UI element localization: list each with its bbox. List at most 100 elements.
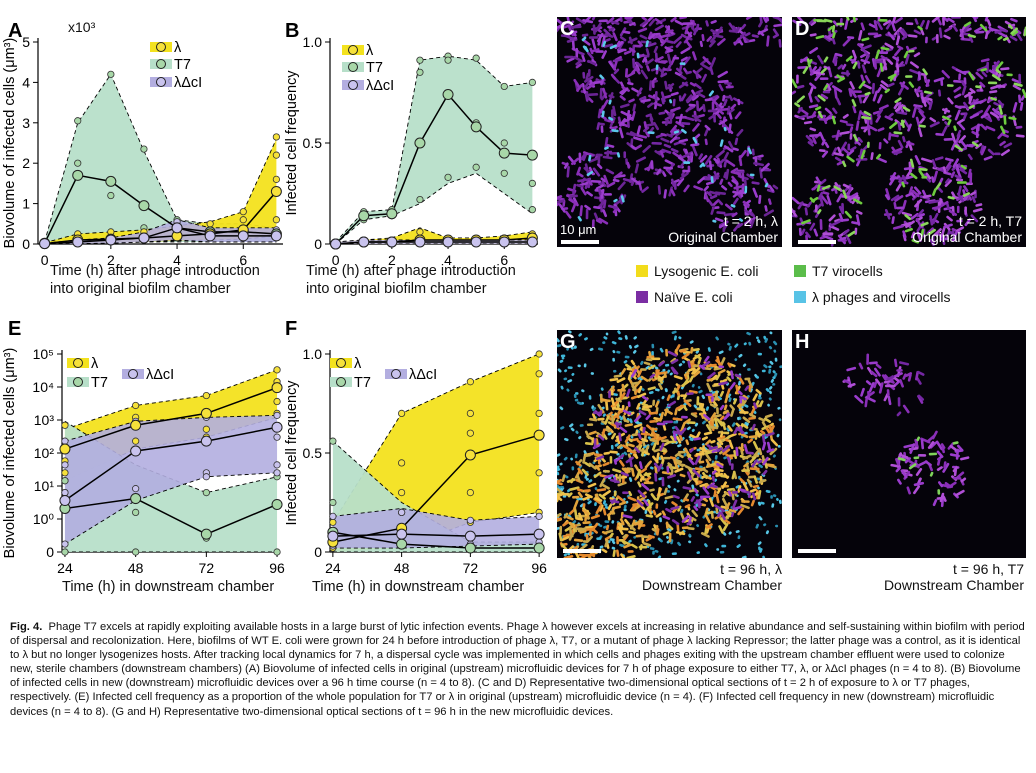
cell-rod xyxy=(649,114,654,121)
cell-rod xyxy=(751,492,757,501)
cell-rod xyxy=(636,499,644,507)
cell-rod xyxy=(956,181,967,184)
cell-rod xyxy=(643,361,651,366)
cell-rod xyxy=(703,185,709,192)
cell-rod xyxy=(803,120,813,125)
cell-rod xyxy=(935,34,939,44)
cell-rod xyxy=(710,29,720,36)
y-tick-label: 10⁵ xyxy=(33,346,54,362)
y-axis-label: Biovolume of infected cells (μm³) xyxy=(2,38,18,249)
replicate-point-t7 xyxy=(444,173,452,181)
cell-rod xyxy=(905,372,913,377)
cell-rod xyxy=(706,382,712,392)
cell-rod xyxy=(633,536,637,539)
cell-rod xyxy=(575,17,586,24)
cell-rod xyxy=(654,18,663,25)
cell-rod xyxy=(772,376,776,380)
cell-rod xyxy=(642,144,651,153)
cell-rod xyxy=(718,525,724,534)
cell-rod xyxy=(820,67,827,74)
cell-rod xyxy=(827,33,835,38)
cell-rod xyxy=(961,85,967,96)
cell-rod xyxy=(890,21,896,32)
cell-rod xyxy=(704,514,711,524)
cell-rod xyxy=(704,543,708,548)
cell-rod xyxy=(628,21,636,27)
cell-rod xyxy=(686,392,694,396)
cell-rod xyxy=(677,444,682,448)
cell-rod xyxy=(638,53,645,59)
cell-rod xyxy=(976,65,988,72)
cell-rod xyxy=(715,149,725,159)
cell-rod xyxy=(764,182,769,188)
cell-rod xyxy=(924,460,932,467)
cell-rod xyxy=(894,47,902,57)
cell-rod xyxy=(737,416,740,421)
cell-rod xyxy=(566,57,575,63)
x-tick-label: 96 xyxy=(531,560,547,576)
cell-rod xyxy=(609,450,618,454)
cell-rod xyxy=(725,168,730,180)
cell-rod xyxy=(659,33,671,39)
cell-rod xyxy=(895,35,901,46)
cell-rod xyxy=(675,120,685,128)
cell-rod xyxy=(697,113,705,118)
mean-point-ld xyxy=(327,530,339,542)
cell-rod xyxy=(564,475,569,479)
cell-rod xyxy=(675,404,684,410)
legend-t7-virocells: T7 virocells xyxy=(794,263,883,279)
cell-rod xyxy=(975,203,983,207)
replicate-point-t7 xyxy=(329,437,337,445)
cell-rod xyxy=(659,517,662,523)
cell-rod xyxy=(831,85,843,93)
cell-rod xyxy=(748,341,752,346)
panel-label-f: F xyxy=(285,318,298,340)
cell-rod xyxy=(762,469,768,476)
cell-rod xyxy=(696,551,700,555)
cell-rod xyxy=(691,348,700,352)
scale-bar-d xyxy=(798,240,836,244)
cell-rod xyxy=(583,363,587,368)
replicate-point-ld xyxy=(202,473,210,481)
cell-rod xyxy=(893,102,900,110)
cell-rod xyxy=(640,535,650,539)
cell-rod xyxy=(624,434,631,443)
cell-rod xyxy=(721,544,727,548)
cell-rod xyxy=(855,210,863,215)
cell-rod xyxy=(622,514,633,519)
replicate-point-ld xyxy=(61,540,69,548)
cell-rod xyxy=(637,27,648,33)
cell-rod xyxy=(920,228,925,237)
cell-rod xyxy=(699,372,703,376)
cell-rod xyxy=(727,342,731,346)
cell-rod xyxy=(833,152,844,157)
cell-rod xyxy=(773,340,778,346)
cell-rod xyxy=(637,385,643,394)
cell-rod xyxy=(664,119,669,126)
cell-rod xyxy=(737,98,741,106)
cell-rod xyxy=(931,17,940,23)
cell-rod xyxy=(989,90,998,94)
cell-rod xyxy=(570,457,574,461)
cell-rod xyxy=(657,555,662,558)
replicate-point-lambda xyxy=(466,488,474,497)
cell-rod xyxy=(1015,134,1025,138)
cell-rod xyxy=(905,75,913,78)
cell-rod xyxy=(598,347,604,351)
cell-rod xyxy=(631,110,636,122)
cell-rod xyxy=(586,535,593,543)
cell-rod xyxy=(680,427,687,434)
cell-rod xyxy=(917,394,925,401)
cell-rod xyxy=(655,512,662,518)
cell-rod xyxy=(670,91,679,97)
cell-rod xyxy=(868,125,878,132)
cell-rod xyxy=(569,194,578,198)
cell-rod xyxy=(716,407,719,415)
mean-point-lambda xyxy=(130,419,142,431)
cell-rod xyxy=(708,40,716,48)
cell-rod xyxy=(653,121,659,131)
cell-rod xyxy=(943,223,953,229)
cell-rod xyxy=(831,115,837,125)
cell-rod xyxy=(814,204,818,213)
cell-rod xyxy=(627,550,634,553)
